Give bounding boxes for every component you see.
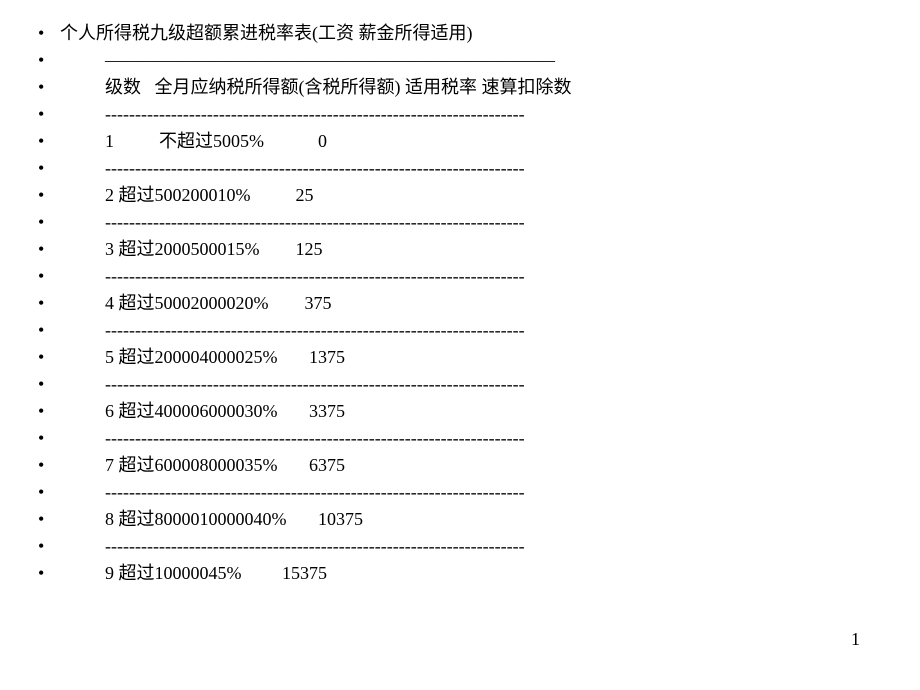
table-row: 6 超过400006000030% 3375 xyxy=(30,398,880,425)
separator: ----------------------------------------… xyxy=(30,479,880,506)
separator-long: ————————————————————————— xyxy=(30,47,880,74)
separator: ----------------------------------------… xyxy=(30,425,880,452)
table-row: 4 超过50002000020% 375 xyxy=(30,290,880,317)
table-row: 7 超过600008000035% 6375 xyxy=(30,452,880,479)
page-number: 1 xyxy=(851,629,860,650)
separator: ----------------------------------------… xyxy=(30,263,880,290)
header-row: 级数 全月应纳税所得额(含税所得额) 适用税率 速算扣除数 xyxy=(30,74,880,101)
table-row: 9 超过10000045% 15375 xyxy=(30,560,880,587)
table-row: 5 超过200004000025% 1375 xyxy=(30,344,880,371)
separator: ----------------------------------------… xyxy=(30,371,880,398)
title-line: 个人所得税九级超额累进税率表(工资 薪金所得适用) xyxy=(30,20,880,47)
separator: ----------------------------------------… xyxy=(30,101,880,128)
slide-content: 个人所得税九级超额累进税率表(工资 薪金所得适用) ——————————————… xyxy=(0,0,920,607)
table-row: 8 超过8000010000040% 10375 xyxy=(30,506,880,533)
table-row: 1 不超过5005% 0 xyxy=(30,128,880,155)
separator: ----------------------------------------… xyxy=(30,155,880,182)
bullet-list: 个人所得税九级超额累进税率表(工资 薪金所得适用) ——————————————… xyxy=(30,20,880,587)
separator: ----------------------------------------… xyxy=(30,533,880,560)
separator: ----------------------------------------… xyxy=(30,317,880,344)
table-row: 2 超过500200010% 25 xyxy=(30,182,880,209)
table-row: 3 超过2000500015% 125 xyxy=(30,236,880,263)
separator: ----------------------------------------… xyxy=(30,209,880,236)
